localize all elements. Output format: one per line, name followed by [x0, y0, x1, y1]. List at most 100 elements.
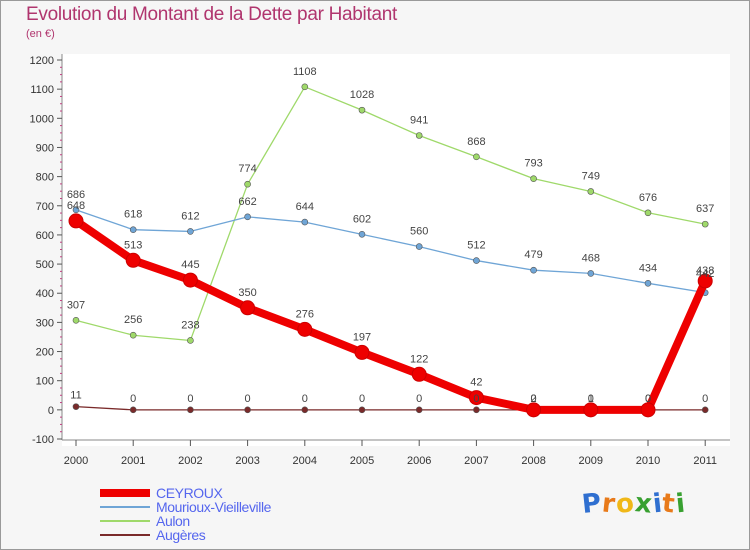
data-label: 1: [588, 393, 594, 405]
legend-label: Mourioux-Vieilleville: [156, 499, 272, 515]
data-label: 468: [582, 252, 600, 264]
data-label: 868: [467, 136, 485, 148]
y-tick-label: 1100: [30, 84, 54, 96]
y-tick-label: 200: [36, 347, 54, 359]
data-label: 42: [470, 377, 482, 389]
data-label: 0: [416, 393, 422, 405]
data-point: [182, 272, 198, 288]
y-tick-label: 300: [36, 317, 54, 329]
data-label: 350: [238, 287, 256, 299]
x-tick-label: 2003: [235, 455, 259, 467]
x-tick-label: 2006: [407, 455, 431, 467]
x-tick-label: 2010: [636, 455, 660, 467]
y-tick-label: 800: [36, 172, 54, 184]
y-tick-label: 600: [36, 230, 54, 242]
data-label: 0: [645, 393, 651, 405]
y-tick-label: 0: [48, 405, 54, 417]
data-point: [697, 273, 713, 289]
data-label: 1108: [293, 66, 317, 78]
legend-swatch: [100, 489, 150, 497]
y-tick-label: 500: [36, 259, 54, 271]
data-point: [473, 153, 480, 161]
legend-label: Augères: [156, 527, 206, 543]
data-point: [473, 257, 480, 264]
data-point: [297, 321, 313, 337]
y-tick-label: 900: [36, 142, 54, 154]
data-label: 11: [70, 390, 81, 402]
data-point: [187, 337, 194, 344]
data-point: [187, 228, 194, 235]
data-label: 513: [124, 239, 142, 251]
data-point: [129, 406, 137, 414]
data-point: [644, 209, 652, 217]
data-point: [72, 403, 80, 410]
data-point: [244, 213, 251, 221]
legend-swatch: [100, 534, 150, 536]
data-label: 637: [696, 203, 714, 215]
data-point: [587, 188, 595, 195]
data-point: [244, 406, 251, 414]
data-label: 0: [531, 393, 537, 405]
x-tick-label: 2011: [693, 455, 717, 467]
x-tick-label: 2001: [121, 455, 145, 467]
data-point: [701, 406, 709, 414]
data-point: [187, 406, 194, 414]
chart-title: Evolution du Montant de la Dette par Hab…: [26, 4, 397, 25]
data-label: 0: [187, 393, 193, 405]
data-point: [129, 331, 137, 339]
data-point: [701, 220, 709, 228]
data-point: [301, 406, 309, 414]
data-label: 612: [181, 210, 199, 222]
data-label: 774: [238, 163, 256, 175]
data-label: 0: [588, 393, 594, 405]
x-tick-label: 2007: [464, 455, 488, 467]
data-label: 686: [67, 189, 85, 201]
legend-swatch: [100, 506, 150, 508]
data-point: [68, 213, 84, 229]
data-label: 0: [130, 393, 136, 405]
y-tick-label: 400: [36, 288, 54, 300]
data-point: [244, 180, 251, 188]
data-label: 793: [524, 158, 542, 170]
data-point: [358, 106, 366, 114]
data-label: 602: [353, 213, 371, 225]
data-point: [526, 402, 542, 418]
y-tick-label: -100: [32, 434, 54, 446]
data-point: [301, 218, 309, 226]
data-point: [354, 344, 370, 360]
data-point: [240, 300, 256, 316]
data-label: 941: [410, 115, 428, 127]
data-point: [301, 83, 309, 91]
data-label: 0: [473, 393, 479, 405]
data-point: [640, 402, 656, 418]
data-label: 479: [524, 249, 542, 261]
data-label: 442: [696, 268, 714, 280]
x-tick-label: 2005: [350, 455, 374, 467]
y-tick-label: 100: [36, 376, 54, 388]
data-label: 644: [296, 201, 314, 213]
data-point: [530, 266, 537, 274]
data-point: [644, 280, 652, 287]
proxiti-logo: Proxiti: [580, 488, 687, 520]
data-label: 0: [245, 393, 251, 405]
data-point: [468, 390, 484, 406]
series-line-mourioux-vieilleville: [75, 209, 706, 294]
data-label: 0: [702, 393, 708, 405]
data-point: [125, 252, 141, 268]
data-point: [415, 406, 423, 414]
data-point: [129, 226, 137, 233]
series-line-aulon: [75, 86, 706, 342]
data-label: 0: [645, 393, 651, 405]
data-point: [72, 206, 80, 214]
x-tick-label: 2009: [579, 455, 603, 467]
data-label: 122: [410, 353, 428, 365]
data-label: 560: [410, 226, 428, 238]
data-point: [358, 231, 366, 238]
data-label: 238: [181, 319, 199, 331]
plot-area: [62, 54, 730, 446]
x-tick-label: 2008: [521, 455, 545, 467]
data-point: [530, 175, 537, 182]
legend-label: Aulon: [156, 513, 190, 529]
data-point: [415, 243, 423, 250]
